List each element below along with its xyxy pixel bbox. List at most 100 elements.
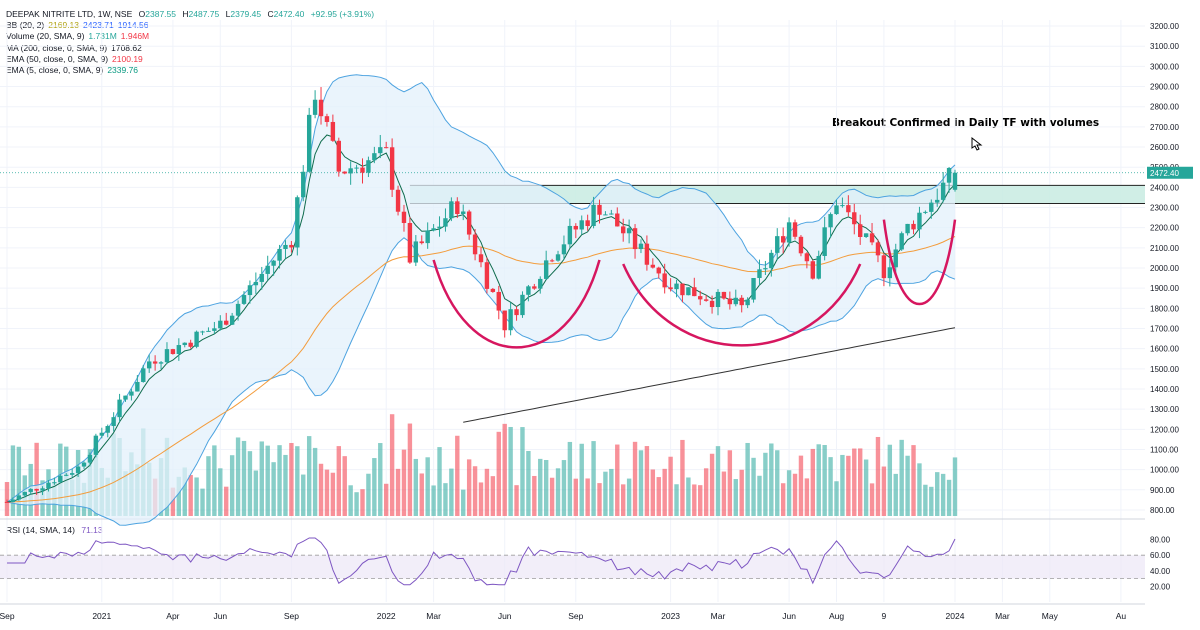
candle-body bbox=[650, 264, 656, 268]
volume-bar bbox=[621, 484, 626, 516]
x-tick-label: May bbox=[1042, 611, 1059, 621]
candle-body bbox=[804, 253, 810, 262]
candle-body bbox=[22, 491, 27, 496]
volume-bar bbox=[218, 468, 223, 516]
volume-bar bbox=[899, 439, 904, 516]
candle-body bbox=[822, 227, 827, 256]
candle-body bbox=[935, 199, 940, 203]
candle-body bbox=[923, 211, 928, 213]
candle-body bbox=[775, 236, 780, 253]
candle-body bbox=[875, 242, 881, 256]
ohlc-open: O2387.55 bbox=[138, 9, 176, 19]
x-tick-label: Au bbox=[1116, 611, 1127, 621]
volume-bar bbox=[425, 457, 430, 516]
ema50-line bbox=[6, 236, 956, 503]
candle-body bbox=[147, 361, 152, 369]
legend-volume: Volume (20, SMA, 9) 1.731M 1.946M bbox=[6, 31, 150, 42]
y-tick-label: 1200.00 bbox=[1150, 425, 1179, 434]
volume-bar bbox=[822, 444, 827, 516]
volume-bar bbox=[449, 468, 454, 516]
candle-body bbox=[188, 342, 193, 347]
candle-body bbox=[674, 283, 679, 290]
candle-body bbox=[235, 303, 241, 316]
candle-body bbox=[194, 331, 199, 347]
candle-body bbox=[218, 320, 223, 329]
candle-body bbox=[733, 297, 738, 305]
candle-body bbox=[64, 474, 69, 476]
candle-body bbox=[295, 197, 300, 248]
y-tick-label: 3000.00 bbox=[1150, 62, 1179, 71]
volume-bar bbox=[348, 485, 353, 516]
legend-symbol-row: DEEPAK NITRITE LTD, 1W, NSE O2387.55 H24… bbox=[6, 9, 374, 20]
volume-bar bbox=[573, 478, 578, 516]
volume-bar bbox=[466, 459, 472, 516]
candle-body bbox=[502, 310, 507, 331]
volume-bar bbox=[4, 482, 10, 516]
volume-bar bbox=[828, 457, 833, 516]
candle-body bbox=[698, 296, 703, 300]
volume-bar bbox=[591, 441, 596, 516]
rsi-tick-label: 20.00 bbox=[1150, 582, 1171, 591]
candle-body bbox=[692, 287, 697, 297]
volume-bar bbox=[372, 458, 377, 516]
volume-bar bbox=[852, 448, 857, 516]
volume-bar bbox=[798, 455, 804, 516]
candle-body bbox=[709, 300, 715, 308]
volume-bar bbox=[626, 478, 632, 516]
candle-body bbox=[378, 147, 383, 154]
candle-body bbox=[152, 361, 158, 364]
volume-bar bbox=[952, 457, 958, 516]
volume-bar bbox=[277, 445, 282, 516]
y-tick-label: 1100.00 bbox=[1150, 445, 1179, 454]
candle-body bbox=[419, 241, 424, 244]
candle-body bbox=[828, 214, 833, 228]
y-tick-label: 2700.00 bbox=[1150, 123, 1179, 132]
candle-body bbox=[324, 116, 330, 122]
volume-bar bbox=[597, 483, 602, 516]
candle-body bbox=[496, 291, 501, 311]
candle-body bbox=[668, 287, 673, 290]
volume-bar bbox=[472, 466, 478, 516]
y-tick-label: 1900.00 bbox=[1150, 284, 1179, 293]
volume-bar bbox=[336, 446, 341, 516]
volume-bar bbox=[229, 455, 235, 516]
volume-bar bbox=[680, 439, 685, 516]
candle-body bbox=[810, 261, 815, 279]
volume-bar bbox=[840, 454, 845, 516]
ma200-line bbox=[463, 327, 956, 423]
volume-bar bbox=[585, 478, 590, 516]
candle-body bbox=[911, 223, 916, 230]
candle-body bbox=[413, 241, 419, 263]
volume-bar bbox=[461, 489, 466, 516]
candle-body bbox=[330, 121, 336, 141]
candle-body bbox=[283, 244, 288, 250]
volume-bar bbox=[644, 446, 650, 516]
candle-body bbox=[887, 267, 893, 279]
volume-bar bbox=[520, 427, 525, 516]
candle-body bbox=[549, 260, 555, 262]
candle-body bbox=[763, 268, 768, 270]
volume-bar bbox=[923, 484, 928, 516]
volume-bar bbox=[816, 444, 821, 516]
candle-body bbox=[769, 252, 774, 269]
candle-body bbox=[929, 202, 934, 212]
candle-body bbox=[686, 287, 691, 296]
volume-bar bbox=[686, 477, 691, 516]
volume-bar bbox=[496, 431, 501, 516]
candle-body bbox=[869, 233, 875, 243]
candle-body bbox=[81, 462, 87, 467]
candle-body bbox=[567, 225, 573, 245]
candle-body bbox=[247, 285, 253, 296]
candle-body bbox=[431, 228, 436, 231]
y-tick-label: 1800.00 bbox=[1150, 304, 1179, 313]
x-tick-label: 2024 bbox=[946, 611, 965, 621]
volume-bar bbox=[662, 468, 667, 516]
volume-bar bbox=[538, 458, 543, 516]
candle-body bbox=[99, 432, 104, 436]
candle-body bbox=[16, 495, 22, 500]
x-tick-label: Mar bbox=[995, 611, 1010, 621]
bollinger-band-fill bbox=[7, 74, 955, 526]
volume-bar bbox=[295, 446, 300, 516]
candle-body bbox=[10, 499, 16, 502]
